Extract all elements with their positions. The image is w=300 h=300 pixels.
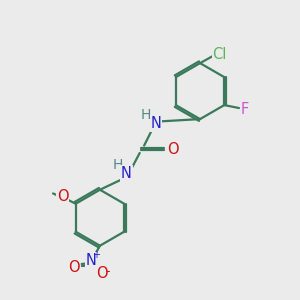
Text: O: O (167, 142, 178, 158)
Text: O: O (57, 189, 68, 204)
Text: N: N (151, 116, 161, 131)
Text: +: + (92, 250, 100, 260)
Text: N: N (121, 166, 132, 181)
Text: H: H (112, 158, 123, 172)
Text: F: F (241, 102, 249, 117)
Text: -: - (105, 265, 110, 278)
Text: H: H (140, 108, 151, 122)
Text: O: O (68, 260, 80, 275)
Text: Cl: Cl (213, 47, 227, 62)
Text: N: N (86, 253, 97, 268)
Text: O: O (97, 266, 108, 281)
